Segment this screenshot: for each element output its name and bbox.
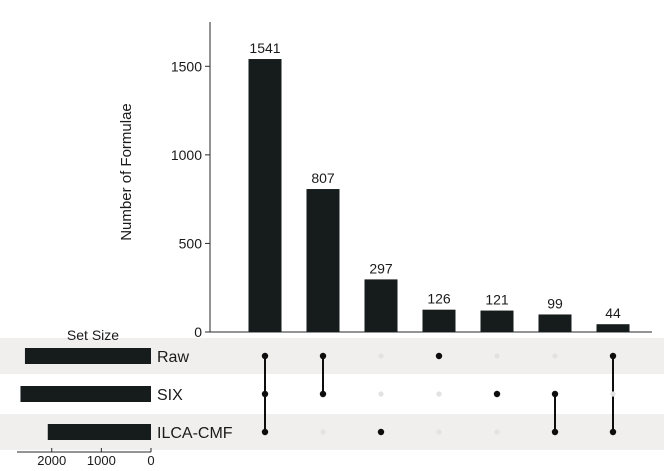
set-size-panel: Raw SIX ILCA-CMF 2000 1000 0 <box>17 348 233 468</box>
set-size-tick-label: 0 <box>147 453 154 466</box>
matrix-dot-inactive <box>378 391 384 397</box>
matrix-dot-active <box>435 352 443 360</box>
y-tick-label: 1500 <box>171 58 202 74</box>
intersection-bar <box>596 324 630 332</box>
y-axis-label: Number of Formulae <box>118 103 135 241</box>
matrix-dot-active <box>319 390 327 398</box>
matrix-dot-inactive <box>436 429 442 435</box>
set-size-bar <box>20 386 151 402</box>
matrix-dot-active <box>319 352 327 360</box>
matrix-dot-inactive <box>494 429 500 435</box>
matrix-dot-inactive <box>436 391 442 397</box>
intersection-bar <box>480 310 514 332</box>
bar-data-label: 297 <box>369 260 393 276</box>
matrix-dot-inactive <box>320 429 326 435</box>
y-tick-label: 0 <box>194 324 202 340</box>
set-size-bar <box>47 424 151 440</box>
bar-data-label: 807 <box>311 170 335 186</box>
matrix-dot-active <box>551 428 559 436</box>
matrix-dot-active <box>377 428 385 436</box>
matrix-dot-active <box>261 428 269 436</box>
matrix-dot-inactive <box>378 353 384 359</box>
intersection-bars: 1541 807 297 126 121 99 44 <box>248 40 630 332</box>
matrix-dot-active <box>609 352 617 360</box>
matrix-dot-inactive <box>552 353 558 359</box>
intersection-bar <box>538 314 572 332</box>
intersection-bar <box>422 309 456 332</box>
intersection-matrix <box>261 352 617 436</box>
bar-data-label: 121 <box>485 292 509 308</box>
set-size-tick-label: 2000 <box>37 453 66 466</box>
intersection-bar <box>248 59 282 332</box>
matrix-dot-active <box>261 352 269 360</box>
bar-data-label: 126 <box>427 291 451 307</box>
matrix-dot-active <box>493 390 501 398</box>
bar-data-label: 44 <box>605 305 621 321</box>
set-size-tick-label: 1000 <box>87 453 116 466</box>
set-size-title: Set Size <box>67 327 119 343</box>
matrix-dot-active <box>551 390 559 398</box>
bar-data-label: 99 <box>547 295 563 311</box>
y-tick-label: 500 <box>179 235 203 251</box>
intersection-bar <box>306 189 340 332</box>
set-size-bar <box>24 348 151 364</box>
set-name-label: ILCA-CMF <box>157 425 233 442</box>
matrix-dot-active <box>261 390 269 398</box>
matrix-dot-active <box>609 428 617 436</box>
set-name-label: Raw <box>157 349 189 366</box>
y-axis: 0 500 1000 1500 <box>171 22 652 340</box>
set-name-label: SIX <box>157 387 183 404</box>
intersection-bar <box>364 279 398 332</box>
matrix-dot-inactive <box>610 391 616 397</box>
matrix-dot-inactive <box>494 353 500 359</box>
bar-data-label: 1541 <box>249 40 280 56</box>
y-tick-label: 1000 <box>171 147 202 163</box>
